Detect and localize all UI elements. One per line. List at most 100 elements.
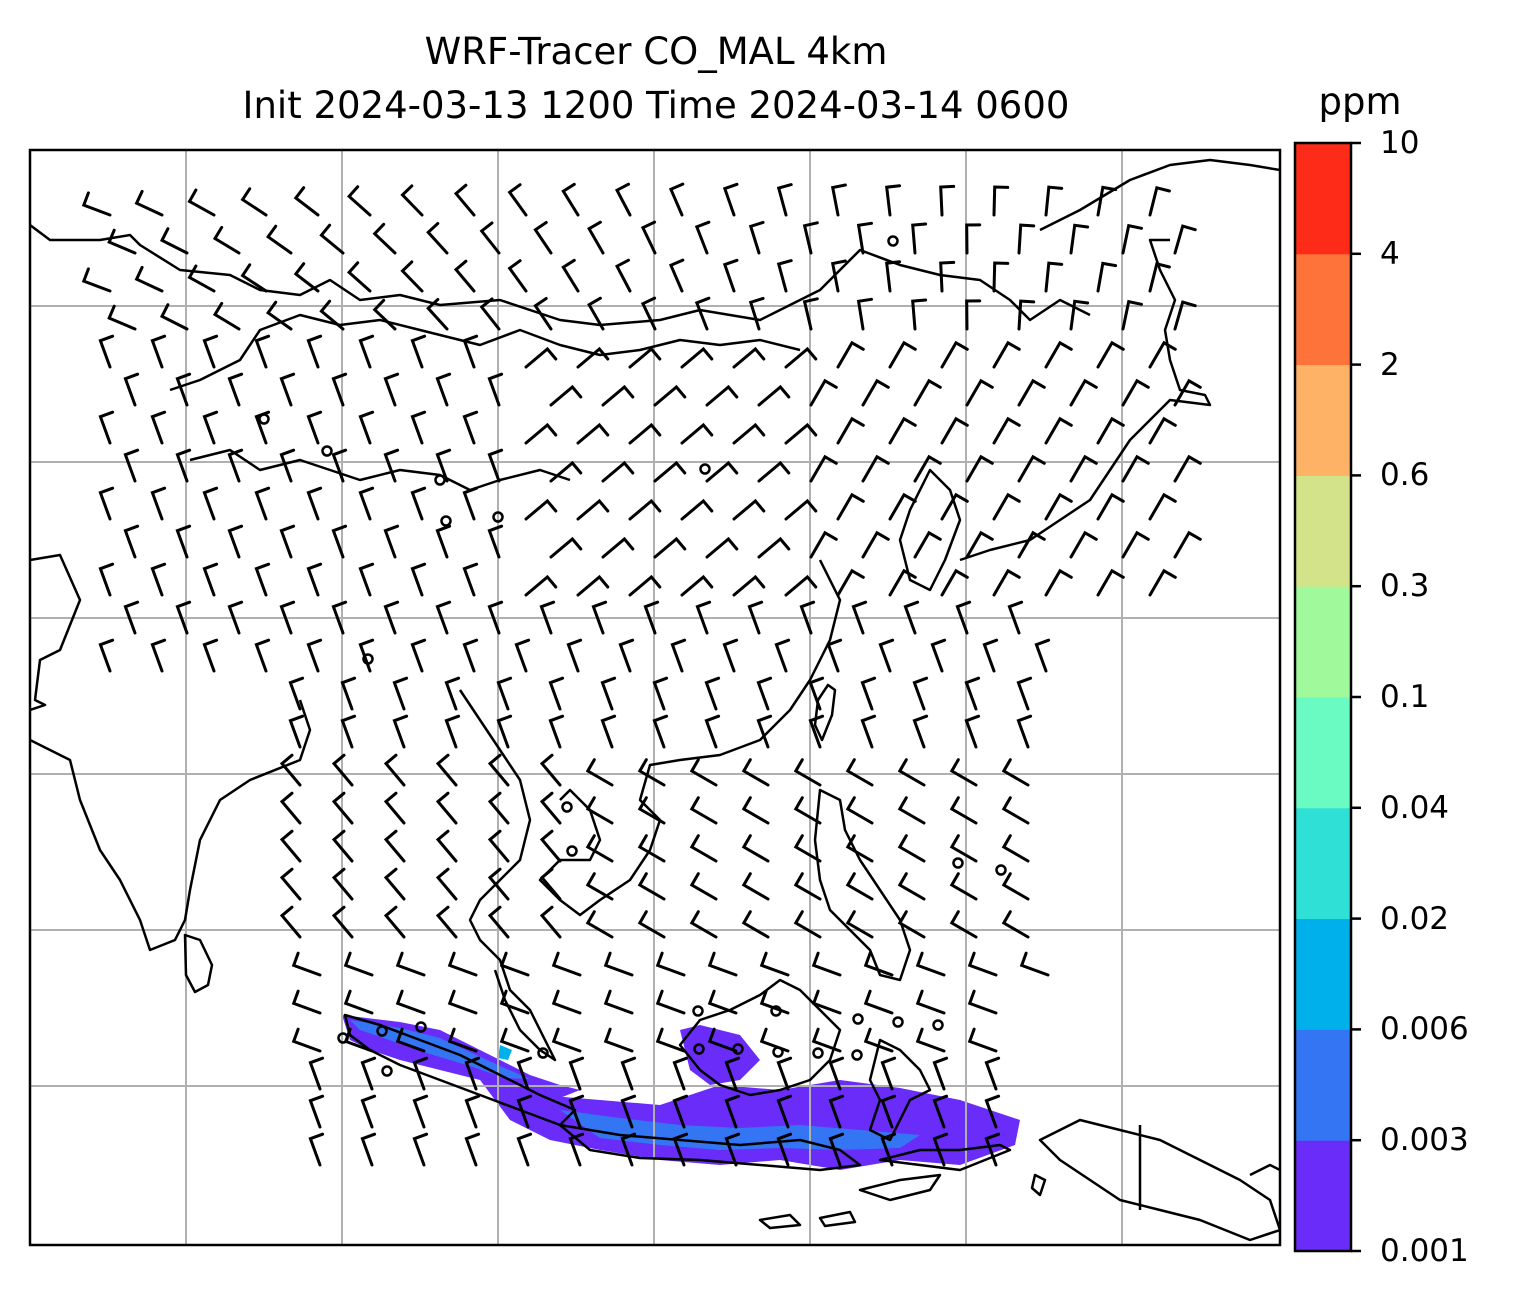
wind-barb (487, 829, 510, 863)
wind-barb (98, 334, 115, 369)
wind-barb (724, 1094, 741, 1129)
wind-barb (524, 498, 558, 521)
wind-barb (808, 676, 825, 711)
wind-barb (331, 600, 348, 635)
wind-barb (539, 791, 562, 825)
wind-barb (383, 524, 400, 559)
wind-barb (585, 872, 614, 901)
wind-barb (939, 184, 956, 217)
wind-barb (1173, 454, 1202, 483)
colorbar-tick-label: 0.001 (1380, 1233, 1469, 1269)
wind-barb (202, 638, 219, 673)
wind-barb (150, 410, 167, 445)
wind-barb (628, 346, 662, 369)
calm-wind-circle (852, 1013, 864, 1025)
wind-barb (507, 183, 528, 217)
colorbar-segment (1295, 253, 1351, 366)
wind-barb (992, 340, 1021, 369)
border-tibet (169, 313, 801, 392)
wind-barb (964, 714, 981, 749)
wind-barb (435, 372, 452, 407)
wind-barb (479, 297, 501, 331)
wind-barb (845, 758, 874, 787)
wind-barb (888, 340, 917, 369)
wind-barb (539, 905, 562, 939)
wind-barb (940, 492, 969, 521)
wind-barb (410, 562, 427, 597)
wind-barb (603, 951, 634, 977)
wind-barb (150, 638, 167, 673)
wind-barb (551, 951, 582, 977)
wind-barb (1148, 568, 1177, 597)
wind-barb (487, 448, 504, 483)
wind-barb (549, 384, 583, 407)
calm-wind-circle (770, 1005, 782, 1017)
wind-barb (187, 188, 216, 217)
wind-barb (897, 796, 926, 825)
wind-barb (279, 372, 296, 407)
wind-barb (279, 829, 302, 863)
wind-barb (516, 1094, 533, 1129)
wind-barb (435, 829, 458, 863)
wind-barb (603, 1027, 634, 1053)
wind-barb (992, 568, 1021, 597)
wind-barb (1044, 568, 1073, 597)
wind-barb (81, 191, 112, 217)
wind-barb (291, 989, 322, 1015)
wind-barb (331, 372, 348, 407)
wind-barb (982, 638, 999, 673)
colorbar-segment (1295, 475, 1351, 587)
wind-barb (360, 1132, 377, 1167)
wind-barb (637, 834, 666, 863)
calm-wind-circle (772, 1046, 784, 1058)
wind-barb (464, 1132, 481, 1167)
wind-barb (319, 299, 345, 331)
wind-barb (965, 530, 994, 559)
wind-barb (949, 834, 978, 863)
wind-barb (516, 1132, 533, 1167)
wind-barb (940, 568, 969, 597)
wind-barb (856, 297, 873, 331)
coastline-java (558, 1123, 862, 1172)
wind-barb (748, 296, 765, 331)
wind-barb (400, 260, 424, 293)
wind-barb (930, 638, 947, 673)
wind-barb (932, 1132, 949, 1167)
wind-barb (965, 378, 994, 407)
wind-barb (410, 334, 427, 369)
wind-barb (1016, 676, 1033, 711)
wind-barb (435, 600, 452, 635)
wind-barb (694, 220, 711, 255)
wind-barb (1017, 223, 1036, 255)
wind-barb (949, 758, 978, 787)
wind-barb (358, 410, 375, 445)
wind-barb (524, 574, 558, 597)
wind-barb (585, 910, 614, 939)
wind-barb (1017, 454, 1046, 483)
wind-barb (1019, 951, 1050, 977)
wind-barb (539, 829, 562, 863)
wind-barb (426, 298, 449, 331)
wind-barb (851, 600, 868, 635)
wind-barb (499, 1027, 530, 1053)
wind-barb (1007, 600, 1024, 635)
wind-barb (551, 1027, 582, 1053)
wind-barb (653, 460, 687, 483)
wind-barb (533, 297, 553, 331)
wind-barb (212, 225, 241, 255)
wind-barb (202, 334, 219, 369)
wind-barb (134, 189, 164, 217)
wind-barb (98, 562, 115, 597)
wind-barb (576, 422, 610, 445)
wind-barb (880, 1132, 897, 1167)
wind-barb (808, 714, 825, 749)
wind-barb (435, 791, 458, 825)
wind-barb (107, 304, 137, 331)
wind-barb (984, 1056, 1001, 1091)
wind-barb (551, 989, 582, 1015)
wind-barb (802, 221, 819, 255)
wind-barb (845, 834, 874, 863)
wind-barb (524, 422, 558, 445)
wind-barb (410, 410, 427, 445)
wind-barb (940, 416, 969, 445)
